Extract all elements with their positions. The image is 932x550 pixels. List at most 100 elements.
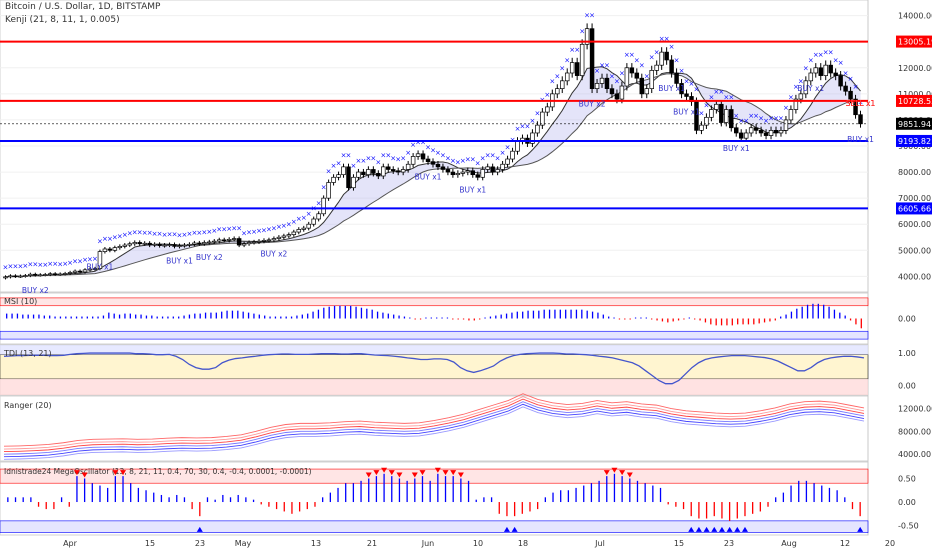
ranger-line — [3, 398, 865, 453]
candle-body — [157, 243, 162, 246]
signal-x-mark: × — [82, 256, 88, 264]
candle-body — [629, 67, 635, 74]
candle-body — [704, 116, 709, 126]
level-price-tag — [896, 35, 932, 48]
signal-x-mark: × — [92, 255, 98, 263]
candle-body — [555, 88, 560, 95]
signal-x-mark: × — [326, 168, 332, 176]
candle-body — [733, 127, 739, 134]
candle-body — [415, 153, 421, 157]
tdi-lower-zone — [0, 378, 868, 395]
signal-x-mark: × — [196, 229, 202, 237]
signal-x-mark: × — [708, 93, 714, 101]
time-axis-tick: Jun — [421, 539, 435, 548]
candle-body — [177, 245, 182, 247]
candle-body — [490, 166, 495, 173]
candle-body — [187, 243, 192, 246]
candle-body — [773, 130, 779, 134]
signal-x-mark: × — [201, 228, 207, 236]
osc-buy-triangle — [695, 526, 702, 532]
signal-x-mark: × — [72, 258, 78, 266]
signal-x-mark: × — [520, 123, 526, 131]
buy-signal-label: BUY x1 — [847, 135, 874, 144]
candle-body — [112, 247, 118, 251]
signal-x-mark: × — [231, 224, 237, 232]
candle-body — [748, 127, 754, 134]
signal-x-mark: × — [52, 260, 58, 268]
signal-x-mark: × — [669, 43, 675, 51]
signal-x-mark: × — [639, 62, 645, 70]
signal-x-mark: × — [480, 154, 486, 162]
candle-body — [480, 169, 485, 178]
candle-body — [470, 170, 476, 176]
signal-x-mark: × — [788, 93, 794, 101]
ranger-title: Ranger (20) — [4, 401, 52, 410]
candle-body — [127, 243, 133, 246]
osc-buy-triangle — [857, 526, 864, 532]
signal-x-mark: × — [813, 51, 819, 59]
signal-x-mark: × — [758, 115, 764, 123]
candle-body — [217, 239, 222, 242]
candle-body — [619, 85, 625, 100]
candle-body — [321, 197, 326, 215]
signal-x-mark: × — [32, 261, 38, 269]
candle-body — [460, 171, 466, 174]
osc-buy-triangle — [741, 526, 748, 532]
candle-body — [197, 242, 202, 245]
signal-x-mark: × — [475, 160, 481, 168]
signal-x-mark: × — [699, 109, 705, 117]
candle-body — [783, 119, 789, 131]
candle-body — [510, 150, 515, 160]
candle-body — [326, 182, 331, 199]
candle-body — [376, 173, 381, 177]
ranger-axis-tick: 4000.00 — [898, 450, 931, 459]
osc-sell-triangle — [373, 470, 380, 476]
candle-body — [266, 239, 272, 242]
signal-x-mark: × — [271, 224, 277, 232]
osc-sell-triangle — [411, 472, 418, 478]
candle-body — [107, 248, 113, 251]
candle-body — [405, 163, 411, 170]
candle-body — [8, 275, 13, 278]
candle-body — [440, 166, 446, 170]
tdi-axis-tick: 1.00 — [898, 349, 916, 358]
time-axis-tick: 20 — [885, 539, 895, 548]
signal-x-mark: × — [405, 149, 411, 157]
signal-x-mark: × — [152, 230, 158, 238]
candle-body — [182, 244, 187, 247]
time-axis-tick: 23 — [195, 539, 205, 548]
signal-x-mark: × — [281, 222, 287, 230]
candle-body — [261, 240, 267, 242]
signal-x-mark: × — [241, 230, 247, 238]
osc-sell-triangle — [365, 472, 372, 478]
candle-body — [599, 77, 605, 84]
candle-body — [336, 174, 341, 178]
chart-symbol-title: Bitcoin / U.S. Dollar, 1D, BITSTAMP — [5, 2, 161, 12]
buy-signal-label: BUY x1 — [723, 144, 750, 153]
candle-body — [624, 67, 630, 87]
time-axis-tick: Apr — [63, 539, 78, 548]
signal-x-mark: × — [833, 56, 839, 64]
candle-body — [13, 275, 18, 278]
signal-x-mark: × — [703, 101, 709, 109]
time-axis-tick: 23 — [724, 539, 734, 548]
time-axis-tick: Jul — [594, 539, 605, 548]
signal-x-mark: × — [296, 215, 302, 223]
signal-x-mark: × — [8, 262, 14, 270]
candle-body — [420, 153, 426, 160]
osc-buy-triangle — [734, 526, 741, 532]
candle-body — [147, 242, 152, 246]
candle-body — [381, 166, 386, 177]
signal-x-mark: × — [783, 104, 789, 112]
osc-sell-triangle — [419, 470, 426, 476]
signal-x-mark: × — [380, 152, 386, 160]
osc-buy-triangle — [718, 526, 725, 532]
candle-body — [77, 270, 83, 273]
buy-signal-label: BUY x2 — [579, 100, 606, 109]
candle-body — [699, 124, 704, 131]
candle-body — [162, 244, 167, 247]
candle-body — [455, 173, 461, 176]
signal-x-mark: × — [525, 123, 531, 131]
time-axis-tick: Aug — [781, 539, 797, 548]
